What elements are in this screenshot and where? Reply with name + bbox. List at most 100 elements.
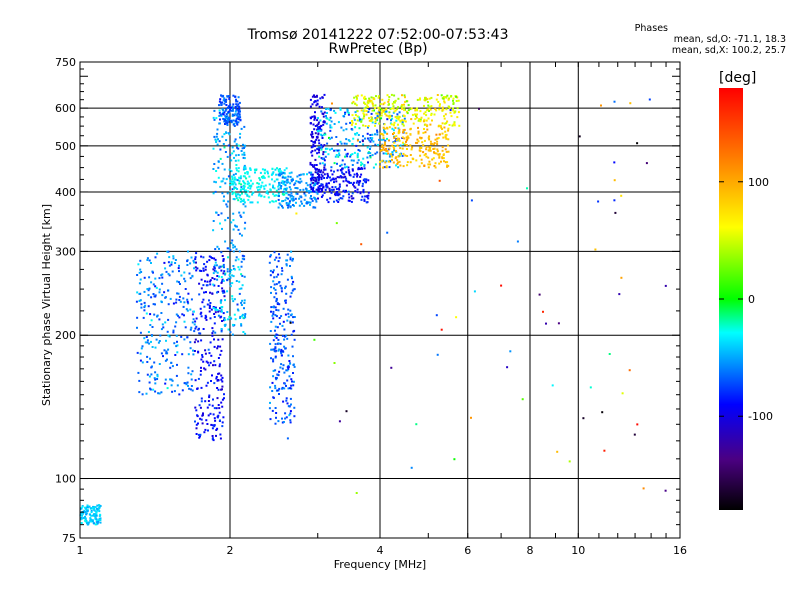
data-point [290, 292, 293, 295]
data-point [447, 164, 450, 167]
data-point [230, 121, 233, 124]
data-point [160, 328, 163, 331]
data-point [280, 315, 283, 318]
data-point [404, 96, 406, 99]
data-point [150, 373, 153, 376]
data-point [403, 106, 406, 109]
data-point [283, 169, 286, 172]
data-point [275, 173, 278, 176]
data-point [213, 180, 216, 183]
data-point [270, 286, 273, 289]
data-point [380, 114, 383, 117]
data-point [229, 285, 232, 288]
data-point [275, 300, 278, 303]
data-point [151, 270, 154, 273]
data-point [202, 412, 204, 415]
data-point [275, 292, 278, 295]
data-point [260, 195, 263, 198]
data-point [201, 354, 204, 356]
data-point [194, 256, 197, 259]
data-point [211, 257, 214, 260]
data-point [356, 94, 359, 97]
data-point [384, 161, 387, 164]
data-point [314, 132, 317, 135]
data-point [392, 105, 395, 108]
data-point [290, 275, 293, 278]
data-point [229, 249, 232, 252]
data-point [80, 512, 83, 515]
data-point [241, 284, 244, 287]
data-point [369, 155, 372, 157]
data-point [406, 112, 409, 115]
data-point [506, 366, 509, 369]
data-point [205, 316, 208, 318]
data-point [99, 513, 102, 516]
data-point [313, 145, 316, 148]
data-point [242, 331, 245, 333]
data-point [236, 104, 239, 107]
data-point [235, 154, 238, 157]
data-point [397, 123, 399, 126]
data-point [386, 127, 389, 130]
data-point [292, 384, 295, 387]
data-point [184, 280, 187, 283]
data-point [165, 350, 168, 353]
data-point [613, 179, 616, 182]
data-point [318, 177, 320, 180]
data-point [395, 108, 398, 111]
data-point [397, 132, 400, 135]
data-point [326, 176, 329, 179]
data-point [446, 165, 449, 168]
data-point [220, 212, 223, 215]
data-point [273, 283, 276, 286]
data-point [240, 198, 243, 201]
data-point [360, 173, 363, 176]
data-point [357, 134, 360, 136]
data-point [289, 182, 292, 185]
data-point [421, 141, 424, 144]
data-point [200, 400, 203, 403]
data-point [240, 183, 243, 186]
data-point [335, 180, 338, 183]
data-point [271, 381, 274, 384]
data-point [150, 262, 152, 264]
data-point [216, 397, 219, 400]
data-point [180, 274, 183, 277]
data-point [385, 150, 388, 152]
data-point [405, 136, 408, 139]
data-point [208, 352, 211, 355]
data-point [401, 154, 404, 157]
data-point [94, 515, 97, 518]
data-point [276, 265, 278, 268]
data-point [93, 507, 96, 510]
data-point [289, 258, 292, 261]
data-point [333, 181, 335, 184]
data-point [239, 315, 242, 318]
data-point [437, 137, 440, 139]
data-point [289, 397, 292, 400]
data-point [377, 143, 379, 146]
data-point [190, 378, 193, 381]
data-point [313, 164, 316, 167]
data-point [247, 198, 250, 201]
data-point [353, 185, 356, 188]
data-point [227, 105, 230, 108]
data-point [356, 115, 359, 118]
data-point [359, 168, 362, 170]
data-point [91, 514, 94, 517]
data-point [319, 97, 322, 100]
data-point [262, 175, 265, 178]
data-point [274, 355, 277, 358]
data-point [213, 338, 215, 341]
data-point [618, 293, 621, 296]
data-point [443, 126, 446, 129]
data-point [169, 297, 172, 300]
data-point [234, 318, 237, 321]
data-point [205, 318, 208, 321]
data-point [220, 330, 223, 333]
data-point [434, 162, 437, 165]
data-point [304, 194, 307, 197]
data-point [243, 275, 246, 278]
data-point [298, 204, 301, 207]
data-point [283, 371, 286, 374]
